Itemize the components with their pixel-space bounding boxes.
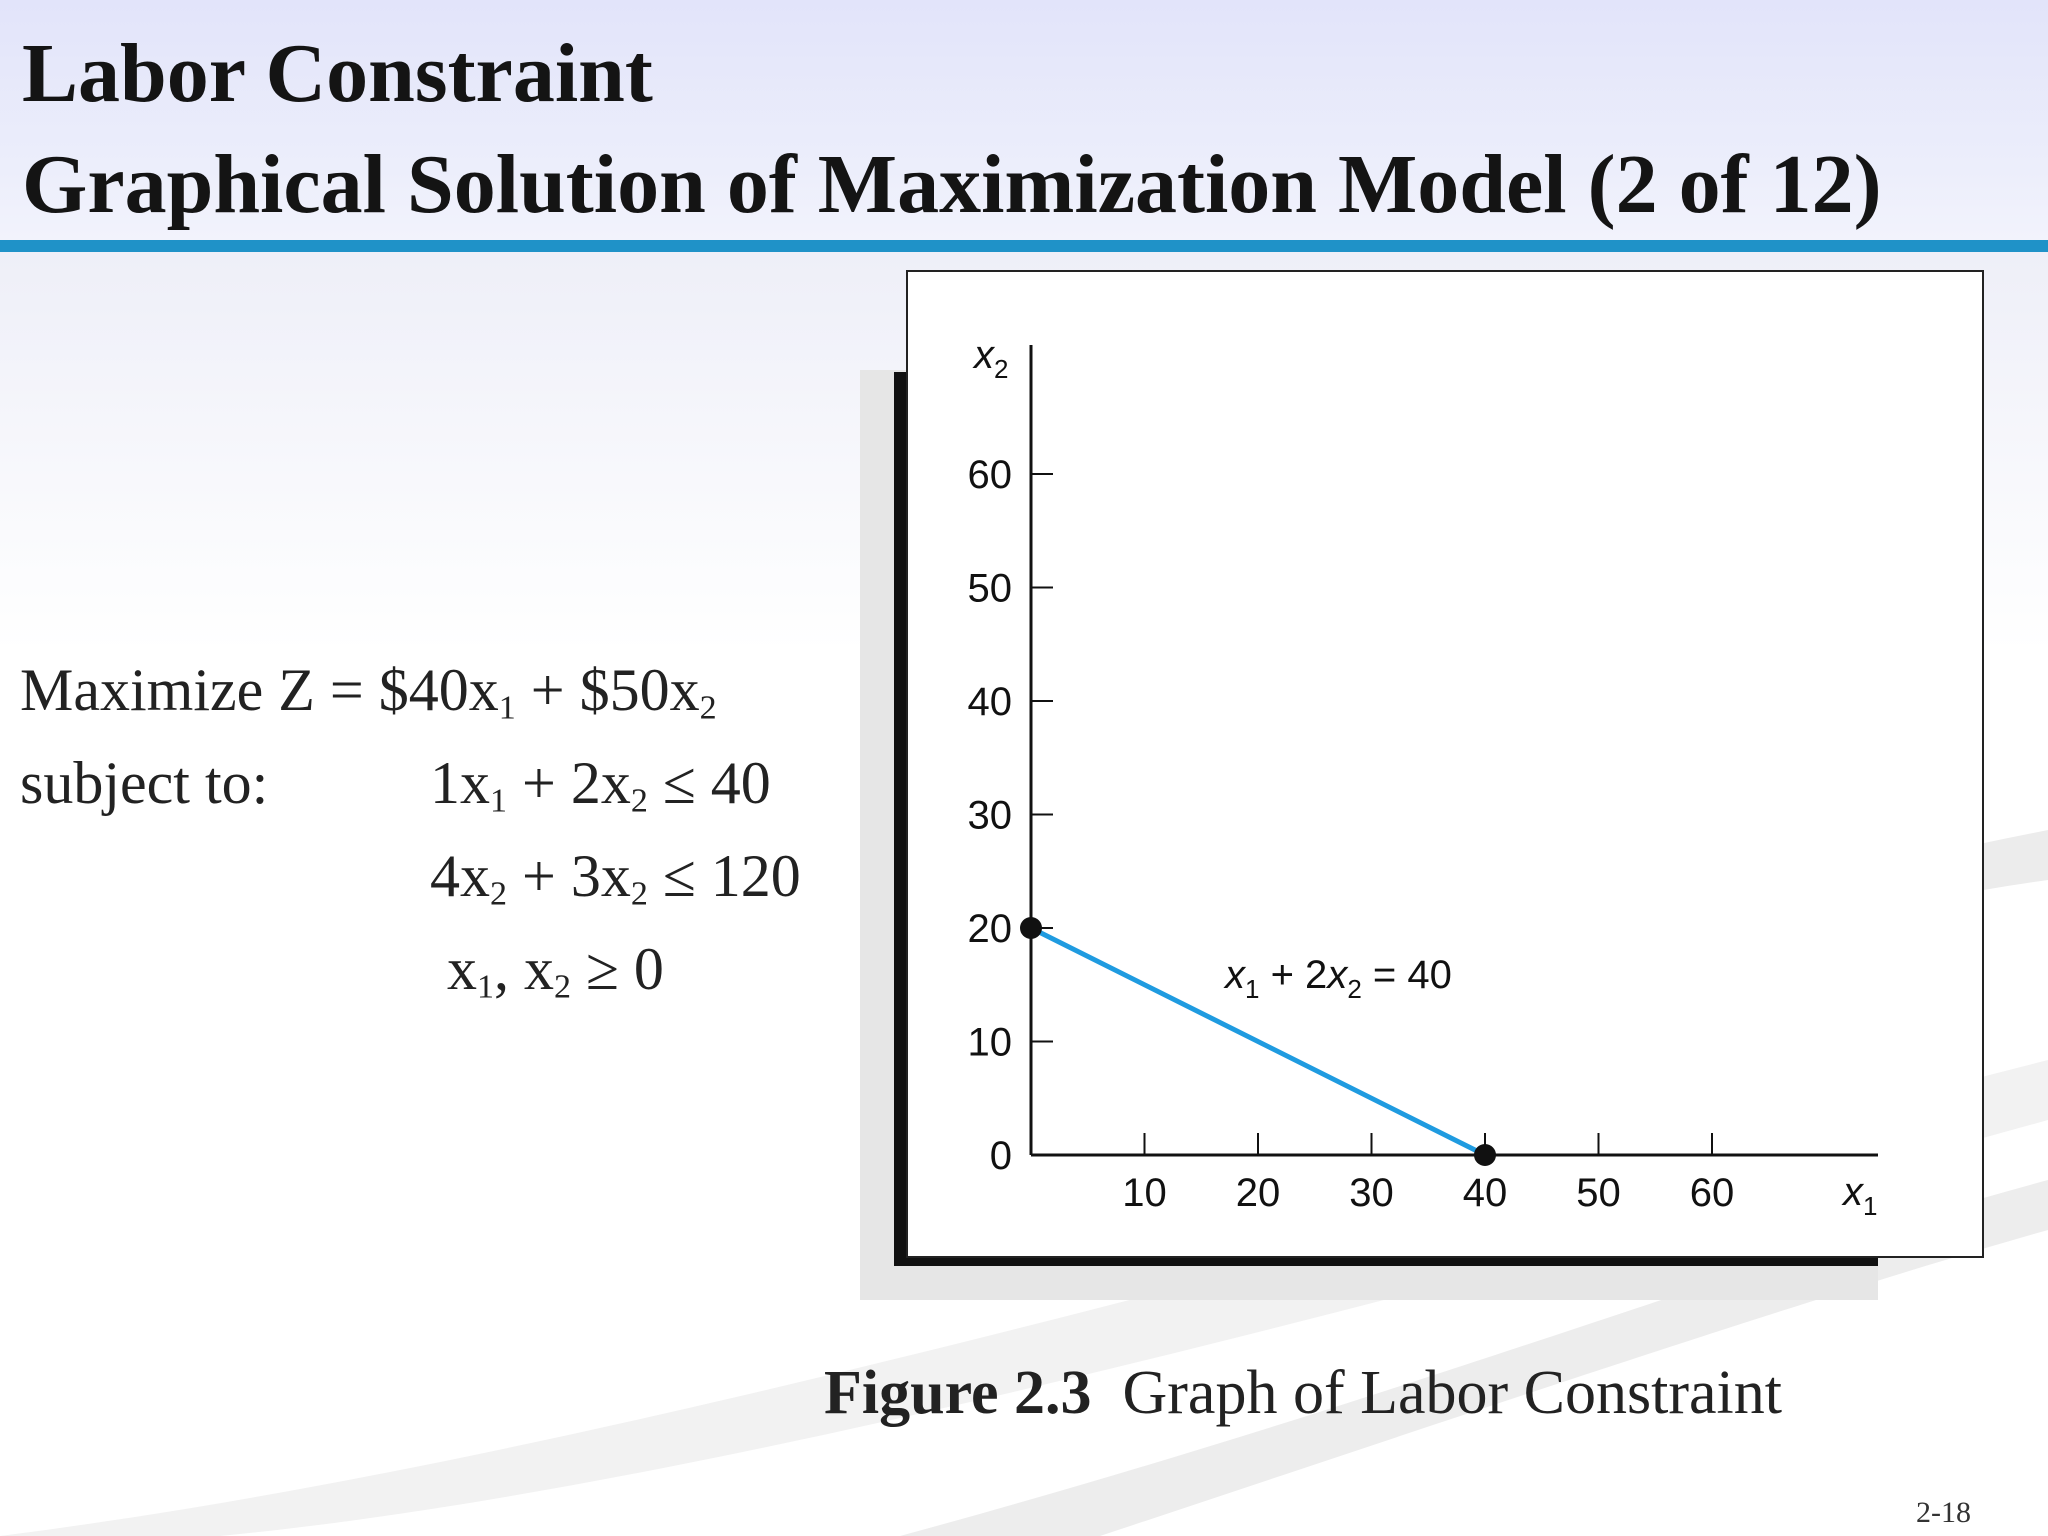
figure-number: Figure 2.3 bbox=[824, 1359, 1092, 1427]
constraint-line-label: x1 + 2x2 = 40 bbox=[1223, 953, 1452, 1004]
term: 4x bbox=[430, 843, 490, 909]
subscript: 2 bbox=[699, 689, 717, 727]
y-tick-label: 30 bbox=[968, 794, 1013, 838]
header-band bbox=[0, 0, 2048, 240]
term: ≤ 120 bbox=[647, 843, 801, 909]
subscript: 2 bbox=[630, 782, 648, 820]
header-rule bbox=[0, 240, 2048, 252]
y-tick-label: 10 bbox=[968, 1021, 1013, 1065]
objective-function: Maximize Z = $40x1 + $50x2 bbox=[20, 660, 717, 726]
subscript: 1 bbox=[477, 968, 494, 1006]
page-number: 2-18 bbox=[1916, 1496, 1971, 1529]
slide-title-line-2: Graphical Solution of Maximization Model… bbox=[22, 138, 1882, 231]
objective-prefix: Maximize Z = $40x bbox=[20, 657, 499, 723]
objective-mid: + $50x bbox=[515, 657, 700, 723]
x-tick-label: 50 bbox=[1576, 1171, 1621, 1215]
y-tick-label: 60 bbox=[968, 453, 1013, 497]
figure-title: Graph of Labor Constraint bbox=[1122, 1359, 1782, 1427]
chart-panel bbox=[906, 270, 1984, 1258]
intercept-point bbox=[1020, 917, 1042, 939]
x-tick-label: 20 bbox=[1236, 1171, 1281, 1215]
subscript: 1 bbox=[490, 782, 507, 820]
x-tick-label: 60 bbox=[1690, 1171, 1735, 1215]
y-axis-label: x2 bbox=[972, 333, 1008, 384]
term: + 2x bbox=[507, 750, 631, 816]
x-axis-label: x1 bbox=[1841, 1170, 1877, 1221]
labor-constraint-line bbox=[1029, 925, 1487, 1158]
y-tick-label: 50 bbox=[968, 567, 1013, 611]
subscript: 2 bbox=[490, 875, 507, 913]
slide-title-line-1: Labor Constraint bbox=[22, 27, 653, 120]
subscript: 2 bbox=[554, 968, 571, 1006]
subject-to-label: subject to: bbox=[20, 750, 269, 816]
x-tick-label: 30 bbox=[1349, 1171, 1394, 1215]
subscript: 2 bbox=[630, 875, 648, 913]
caption-gap bbox=[1092, 1359, 1123, 1427]
term: + 3x bbox=[507, 843, 631, 909]
x-tick-label: 40 bbox=[1463, 1171, 1508, 1215]
term: x bbox=[447, 936, 477, 1002]
constraint-nonnegativity: x1, x2 ≥ 0 bbox=[447, 939, 664, 1005]
term: ≥ 0 bbox=[571, 936, 664, 1002]
figure-caption: Figure 2.3 Graph of Labor Constraint bbox=[824, 1362, 1782, 1424]
constraint-labor: 1x1 + 2x2 ≤ 40 bbox=[430, 753, 771, 819]
y-tick-label: 0 bbox=[990, 1134, 1012, 1178]
y-tick-label: 20 bbox=[968, 907, 1013, 951]
x-tick-label: 10 bbox=[1122, 1171, 1167, 1215]
y-tick-label: 40 bbox=[968, 680, 1013, 724]
term: 1x bbox=[430, 750, 490, 816]
constraint-clay: 4x2 + 3x2 ≤ 120 bbox=[430, 846, 801, 912]
subscript: 1 bbox=[498, 689, 516, 727]
term: , x bbox=[494, 936, 554, 1002]
intercept-point bbox=[1474, 1144, 1496, 1166]
term: ≤ 40 bbox=[647, 750, 771, 816]
